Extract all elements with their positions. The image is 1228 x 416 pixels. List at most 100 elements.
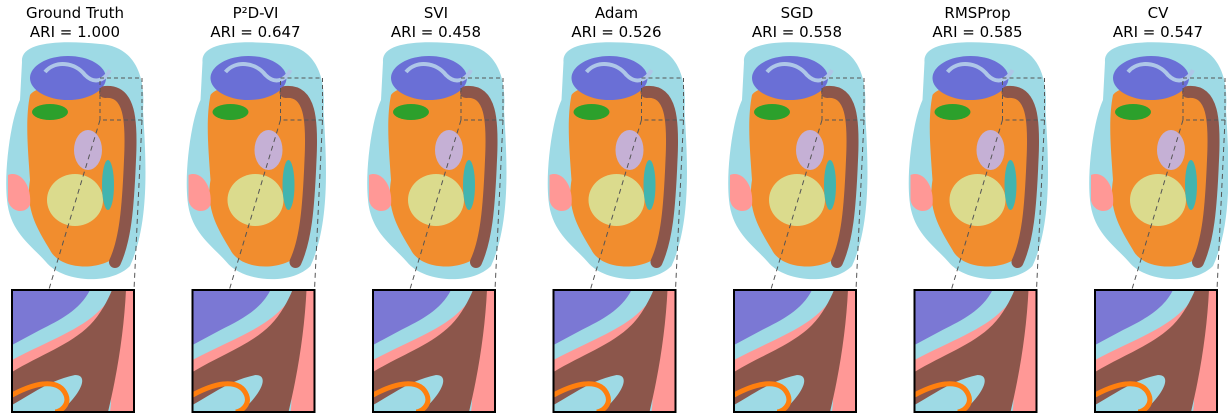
panel-subtitle: ARI = 0.558 <box>752 23 842 41</box>
zoom-content <box>192 290 315 412</box>
panel-subtitle: ARI = 0.458 <box>391 23 481 41</box>
teal-region <box>643 160 656 210</box>
zoom-orange <box>553 381 611 412</box>
zoom-line <box>675 119 684 291</box>
zoom-content <box>553 290 676 412</box>
teal-region <box>1004 160 1017 210</box>
zoom-orange <box>12 381 70 412</box>
teal-region <box>1185 160 1197 210</box>
panel-subtitle: ARI = 0.585 <box>932 23 1022 41</box>
spine <box>279 86 318 268</box>
spine <box>99 86 137 268</box>
zoom-frame <box>552 289 677 413</box>
teal-region <box>463 160 475 210</box>
zoom-indicator <box>821 77 865 121</box>
zoom-purple <box>373 290 451 345</box>
zoom-indicator <box>1182 77 1226 121</box>
zoom-orange <box>914 381 972 412</box>
zoom-orange <box>192 381 250 412</box>
zoom-brown <box>373 290 487 412</box>
pink-region <box>615 130 644 170</box>
zoom-brown <box>1095 290 1209 412</box>
spine <box>640 86 679 268</box>
brain-fold <box>1126 62 1195 83</box>
green-region <box>573 104 610 120</box>
zoom-line <box>855 119 865 291</box>
zoom-purple <box>914 290 993 345</box>
limb <box>1091 174 1114 212</box>
liver <box>588 174 645 226</box>
teal-region <box>282 160 295 210</box>
zoom-content <box>1095 290 1217 412</box>
panel-subtitle: ARI = 0.547 <box>1113 23 1203 41</box>
zoom-line <box>133 119 143 291</box>
zoom-frame <box>733 289 857 413</box>
zoom-indicator <box>1002 77 1045 121</box>
teal-region <box>824 160 836 210</box>
green-region <box>212 104 249 120</box>
zoom-content <box>12 290 134 412</box>
panel-title: P²D-VI <box>233 4 279 22</box>
liver <box>949 174 1006 226</box>
panel-title: Adam <box>595 4 638 22</box>
zoom-indicator <box>99 77 143 121</box>
brain-fold <box>223 62 293 83</box>
brain-fold <box>945 62 1015 83</box>
green-region <box>1115 104 1151 120</box>
liver <box>769 174 825 226</box>
pink-region <box>435 130 463 170</box>
liver <box>47 174 103 226</box>
pink-region <box>1157 130 1185 170</box>
panel-subtitle: ARI = 1.000 <box>30 23 120 41</box>
zoom-indicator <box>641 77 684 121</box>
liver <box>408 174 464 226</box>
panel-title: CV <box>1148 4 1169 22</box>
pink-region <box>254 130 283 170</box>
panel-title: RMSProp <box>944 4 1010 22</box>
panel-subtitle: ARI = 0.526 <box>571 23 661 41</box>
pink-region <box>976 130 1005 170</box>
zoom-brown <box>12 290 126 412</box>
zoom-frame <box>372 289 496 413</box>
zoom-orange <box>1095 381 1153 412</box>
zoom-content <box>373 290 495 412</box>
brain-fold <box>43 62 112 83</box>
zoom-line <box>314 119 323 291</box>
zoom-brown <box>553 290 668 412</box>
zoom-purple <box>12 290 90 345</box>
brain-fold <box>404 62 473 83</box>
zoom-brown <box>914 290 1029 412</box>
zoom-frame <box>11 289 135 413</box>
limb <box>910 174 933 212</box>
zoom-purple <box>553 290 632 345</box>
limb <box>8 174 31 212</box>
liver <box>227 174 284 226</box>
pink-region <box>796 130 824 170</box>
zoom-line <box>494 119 504 291</box>
green-region <box>754 104 790 120</box>
zoom-orange <box>734 381 792 412</box>
panel-title: SVI <box>424 4 448 22</box>
zoom-line <box>1036 119 1045 291</box>
spine <box>1001 86 1040 268</box>
zoom-indicator <box>280 77 323 121</box>
zoom-frame <box>191 289 316 413</box>
zoom-content <box>914 290 1037 412</box>
spine <box>460 86 498 268</box>
zoom-indicator <box>460 77 504 121</box>
teal-region <box>102 160 114 210</box>
zoom-orange <box>373 381 431 412</box>
pink-region <box>74 130 102 170</box>
zoom-purple <box>192 290 271 345</box>
panel-subtitle: ARI = 0.647 <box>210 23 300 41</box>
green-region <box>32 104 68 120</box>
brain-fold <box>765 62 834 83</box>
green-region <box>934 104 971 120</box>
green-region <box>393 104 429 120</box>
